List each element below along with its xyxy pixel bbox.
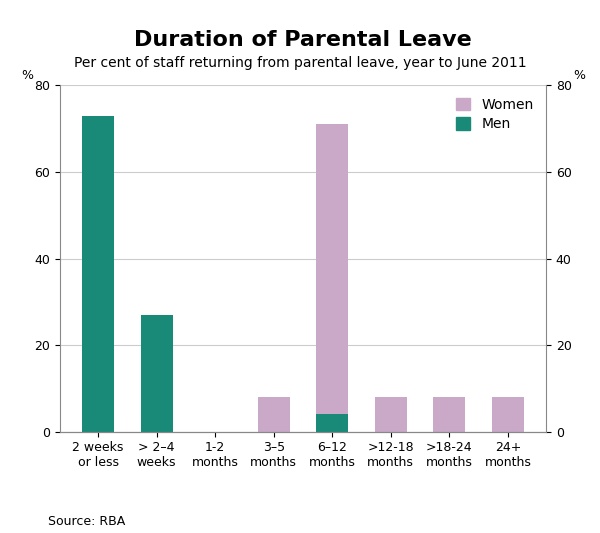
Text: %: % bbox=[573, 69, 585, 82]
Text: Source: RBA: Source: RBA bbox=[48, 515, 125, 528]
Bar bbox=[374, 397, 407, 432]
Text: Per cent of staff returning from parental leave, year to June 2011: Per cent of staff returning from parenta… bbox=[74, 56, 526, 70]
Legend: Women, Men: Women, Men bbox=[451, 92, 539, 137]
Bar bbox=[257, 397, 290, 432]
Bar bbox=[492, 397, 524, 432]
Text: %: % bbox=[21, 69, 33, 82]
Bar bbox=[316, 415, 349, 432]
Title: Duration of Parental Leave: Duration of Parental Leave bbox=[134, 30, 472, 51]
Bar bbox=[82, 116, 114, 432]
Bar bbox=[316, 124, 349, 432]
Bar bbox=[433, 397, 466, 432]
Bar bbox=[140, 315, 173, 432]
